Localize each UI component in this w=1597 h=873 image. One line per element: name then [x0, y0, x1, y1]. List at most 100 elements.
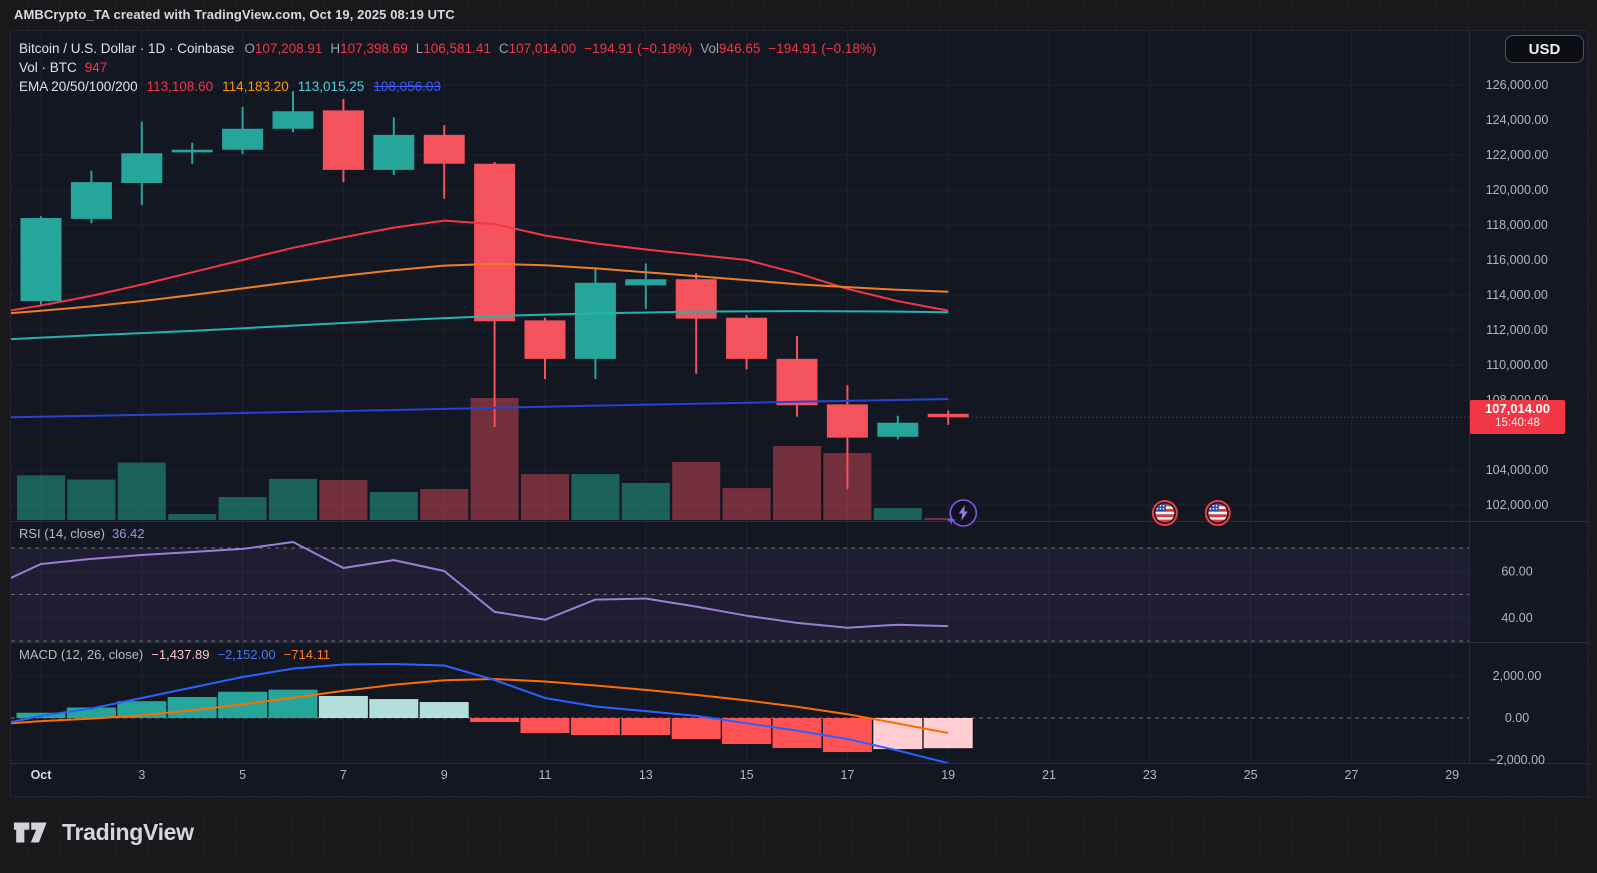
volume-bar-oct-9 — [420, 488, 469, 520]
macd-hist-bar-oct-6 — [268, 689, 318, 718]
volume-legend-row[interactable]: Vol · BTC 947 — [19, 58, 876, 77]
top-attribution-bar: AMBCrypto_TA created with TradingView.co… — [0, 0, 1597, 30]
volume-bar-oct-13 — [621, 483, 670, 520]
time-axis-label-19: 19 — [941, 768, 955, 782]
volume-bar-oct-7 — [319, 480, 368, 520]
flag-star — [1215, 504, 1218, 507]
macd-axis-label--2000: −2,000.00 — [1489, 753, 1545, 767]
macd-hist-value: −1,437.89 — [151, 647, 210, 662]
rsi-legend[interactable]: RSI (14, close) 36.42 — [19, 526, 145, 541]
chart-container: 126,000.00 124,000.00 122,000.00 120,000.00… — [10, 30, 1588, 797]
low-label: L — [415, 41, 424, 56]
price-axis-label-116000: 116,000.00 — [1486, 253, 1548, 267]
lightning-event-icon[interactable] — [945, 499, 978, 527]
flag-star — [1162, 508, 1165, 510]
high-value: 107,398.69 — [340, 41, 408, 56]
price-axis-label-126000: 126,000.00 — [1486, 78, 1549, 92]
flag-stripe — [1208, 514, 1228, 518]
candle-body-oct-3 — [121, 153, 163, 183]
volume-bar-oct-6 — [269, 478, 317, 520]
candle-body-oct-12 — [574, 282, 616, 359]
ema100-value: 113,015.25 — [297, 79, 365, 94]
candles — [20, 91, 969, 490]
volume-bar-oct-12 — [571, 474, 620, 520]
ema-indicator-label[interactable]: EMA 20/50/100/200 — [19, 79, 138, 94]
open-label: O — [244, 41, 255, 56]
tradingview-watermark[interactable]: TradingView — [13, 819, 194, 846]
flag-stripe — [1155, 519, 1175, 523]
macd-hist-bar-oct-9 — [419, 702, 469, 718]
flag-stripe — [1155, 517, 1175, 520]
us-flag-event-icon-2[interactable] — [1204, 500, 1231, 526]
volume-bar-oct-18 — [873, 508, 922, 520]
time-axis-label-13: 13 — [639, 768, 653, 782]
ema100-line — [11, 310, 949, 341]
ema50-line — [11, 262, 949, 315]
chart-legend: Bitcoin / U.S. Dollar · 1D · Coinbase O 10… — [19, 39, 876, 96]
time-axis-label-29: 29 — [1445, 768, 1459, 782]
candle-body-oct-4 — [171, 149, 213, 153]
price-axis-label-114000: 114,000.00 — [1486, 288, 1548, 302]
time-axis-label-17: 17 — [840, 768, 854, 782]
close-label: C — [498, 41, 509, 56]
macd-hist-bar-oct-2 — [66, 707, 116, 718]
ema50-value: 114,183.20 — [222, 79, 289, 94]
macd-axis-label-2000: 2,000.00 — [1493, 669, 1542, 683]
macd-pane-series — [11, 663, 973, 763]
flag-image — [1155, 503, 1175, 523]
price-axis-label-118000: 118,000.00 — [1486, 218, 1548, 232]
footer: TradingView — [0, 797, 1597, 873]
price-axis-label-102000: 102,000.00 — [1486, 498, 1549, 512]
close-value: 107,014.00 — [508, 41, 577, 56]
macd-hist-bar-oct-13 — [621, 718, 671, 736]
price-axis-label-120000: 120,000.00 — [1486, 183, 1549, 197]
flag-star — [1209, 508, 1212, 510]
flag-stripe — [1208, 519, 1228, 523]
ema20-value: 113,108.60 — [146, 79, 214, 94]
time-axis-label-3: 3 — [138, 768, 145, 782]
macd-hist-bar-oct-7 — [318, 695, 368, 718]
time-axis-label-23: 23 — [1143, 768, 1157, 782]
change-value-2: −194.91 (−0.18%) — [768, 41, 877, 56]
ema200-value: 108,056.03 — [373, 79, 441, 94]
macd-indicator-label[interactable]: MACD (12, 26, close) — [19, 647, 144, 662]
candle-body-oct-10 — [474, 163, 516, 322]
tradingview-brand-text: TradingView — [62, 819, 194, 845]
chart-canvas[interactable]: 126,000.00 124,000.00 122,000.00 120,000.00… — [11, 31, 1588, 797]
volume-bar-oct-4 — [168, 514, 217, 520]
macd-line — [11, 663, 949, 763]
macd-signal-value: −714.11 — [283, 647, 331, 662]
macd-legend[interactable]: MACD (12, 26, close) −1,437.89 −2,152.00 −7… — [19, 647, 330, 662]
low-value: 106,581.41 — [423, 41, 491, 56]
last-price-value: 107,014.00 — [1484, 401, 1551, 416]
time-axis-label-25: 25 — [1244, 768, 1258, 782]
ema-legend-row[interactable]: EMA 20/50/100/200 113,108.60 114,183.20 113… — [19, 77, 876, 96]
candle-body-oct-19 — [927, 413, 969, 418]
rsi-indicator-label[interactable]: RSI (14, close) — [19, 526, 105, 541]
rsi-axis-label-40: 40.00 — [1501, 611, 1532, 625]
volume-bar-oct-15 — [722, 488, 771, 520]
candle-body-oct-5 — [222, 128, 264, 150]
macd-hist-bar-oct-17 — [822, 718, 872, 753]
candle-body-oct-2 — [70, 182, 112, 219]
ema20-line — [11, 219, 949, 312]
candle-body-oct-1 — [20, 218, 62, 302]
macd-hist-bar-oct-14 — [671, 718, 721, 739]
candle-body-oct-17 — [826, 404, 868, 438]
currency-button[interactable]: USD — [1505, 35, 1584, 63]
candle-body-oct-18 — [877, 422, 919, 437]
flag-canton — [1155, 503, 1166, 512]
candle-body-oct-15 — [726, 317, 768, 359]
volume-bar-oct-1 — [17, 475, 65, 520]
symbol-title[interactable]: Bitcoin / U.S. Dollar · 1D · Coinbase — [19, 41, 235, 56]
flag-canton — [1208, 503, 1219, 512]
volume-indicator-label[interactable]: Vol · BTC — [19, 60, 77, 75]
price-axis-label-104000: 104,000.00 — [1486, 463, 1549, 477]
symbol-legend-row[interactable]: Bitcoin / U.S. Dollar · 1D · Coinbase O 10… — [19, 39, 876, 58]
us-flag-event-icon-1[interactable] — [1151, 500, 1178, 526]
macd-hist-bar-oct-10 — [470, 718, 520, 722]
volume-bar-oct-14 — [672, 461, 721, 520]
tradingview-logo-icon — [13, 822, 47, 843]
attribution-text: AMBCrypto_TA created with TradingView.co… — [14, 7, 455, 22]
ema200-line — [11, 398, 949, 419]
